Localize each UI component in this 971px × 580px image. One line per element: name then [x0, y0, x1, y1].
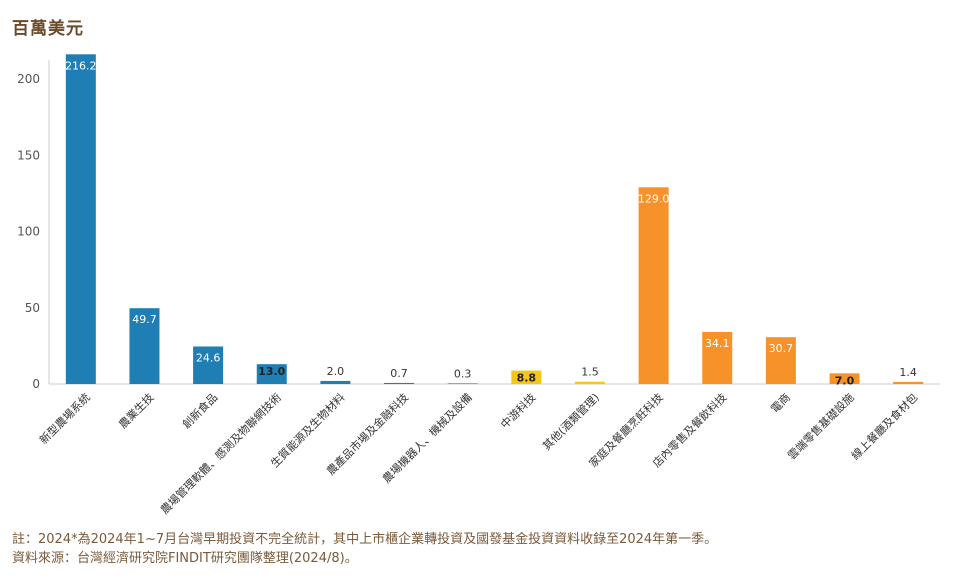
x-tick-label: 線上餐廳及食材包 — [848, 390, 920, 462]
data-label: 30.7 — [769, 342, 794, 355]
source-text: 資料來源：台灣經濟研究院FINDIT研究團隊整理(2024/8)。 — [12, 551, 358, 566]
bar — [384, 382, 415, 384]
bar — [65, 54, 96, 385]
data-label: 129.0 — [638, 192, 670, 205]
y-axis-unit-label: 百萬美元 — [12, 19, 84, 39]
y-tick-label: 0 — [32, 377, 40, 391]
bar-chart: 0 50 100 150 200 216.2 49.7 24.6 13.0 2.0 0.7 0.3 8… — [17, 54, 940, 517]
bar — [511, 370, 542, 384]
bar — [193, 346, 224, 384]
y-tick-label: 100 — [17, 225, 40, 239]
x-tick-label: 雲端零售基礎設施 — [785, 390, 857, 462]
y-tick-label: 200 — [17, 72, 40, 86]
data-label: 0.3 — [454, 368, 472, 381]
y-tick-label: 150 — [17, 148, 40, 162]
data-label: 24.6 — [196, 351, 221, 364]
x-tick-label: 新型農場系統 — [36, 390, 93, 447]
data-label: 1.5 — [581, 366, 599, 379]
bar — [702, 331, 733, 384]
bar — [893, 381, 924, 384]
footnote-text: 註：2024*為2024年1~7月台灣早期投資不完全統計，其中上市櫃企業轉投資及… — [12, 532, 718, 547]
y-tick-label: 50 — [25, 301, 40, 315]
x-tick-label: 農場管理軟體、感測及物聯網技術 — [157, 390, 284, 517]
x-tick-label: 電商 — [768, 390, 793, 415]
data-label: 13.0 — [258, 365, 285, 378]
x-tick-label: 其他(酒類管理) — [539, 390, 602, 453]
data-label: 8.8 — [517, 372, 537, 385]
bar — [320, 380, 351, 384]
bar — [574, 381, 605, 384]
x-tick-label: 中游科技 — [497, 390, 538, 431]
data-label: 0.7 — [390, 367, 408, 380]
data-label: 34.1 — [705, 337, 730, 350]
bar — [256, 364, 287, 384]
data-label: 216.2 — [65, 59, 97, 72]
data-label: 7.0 — [835, 374, 855, 387]
bar — [129, 308, 160, 384]
bar — [829, 373, 860, 384]
x-tick-label: 創新食品 — [179, 390, 220, 431]
data-label: 1.4 — [899, 366, 917, 379]
bar — [447, 383, 478, 384]
bar — [638, 187, 669, 384]
footnotes: 註：2024*為2024年1~7月台灣早期投資不完全統計，其中上市櫃企業轉投資及… — [12, 530, 717, 568]
data-label: 49.7 — [132, 313, 157, 326]
data-label: 2.0 — [327, 365, 345, 378]
x-tick-label: 農業生技 — [116, 390, 157, 431]
bar — [765, 337, 796, 384]
